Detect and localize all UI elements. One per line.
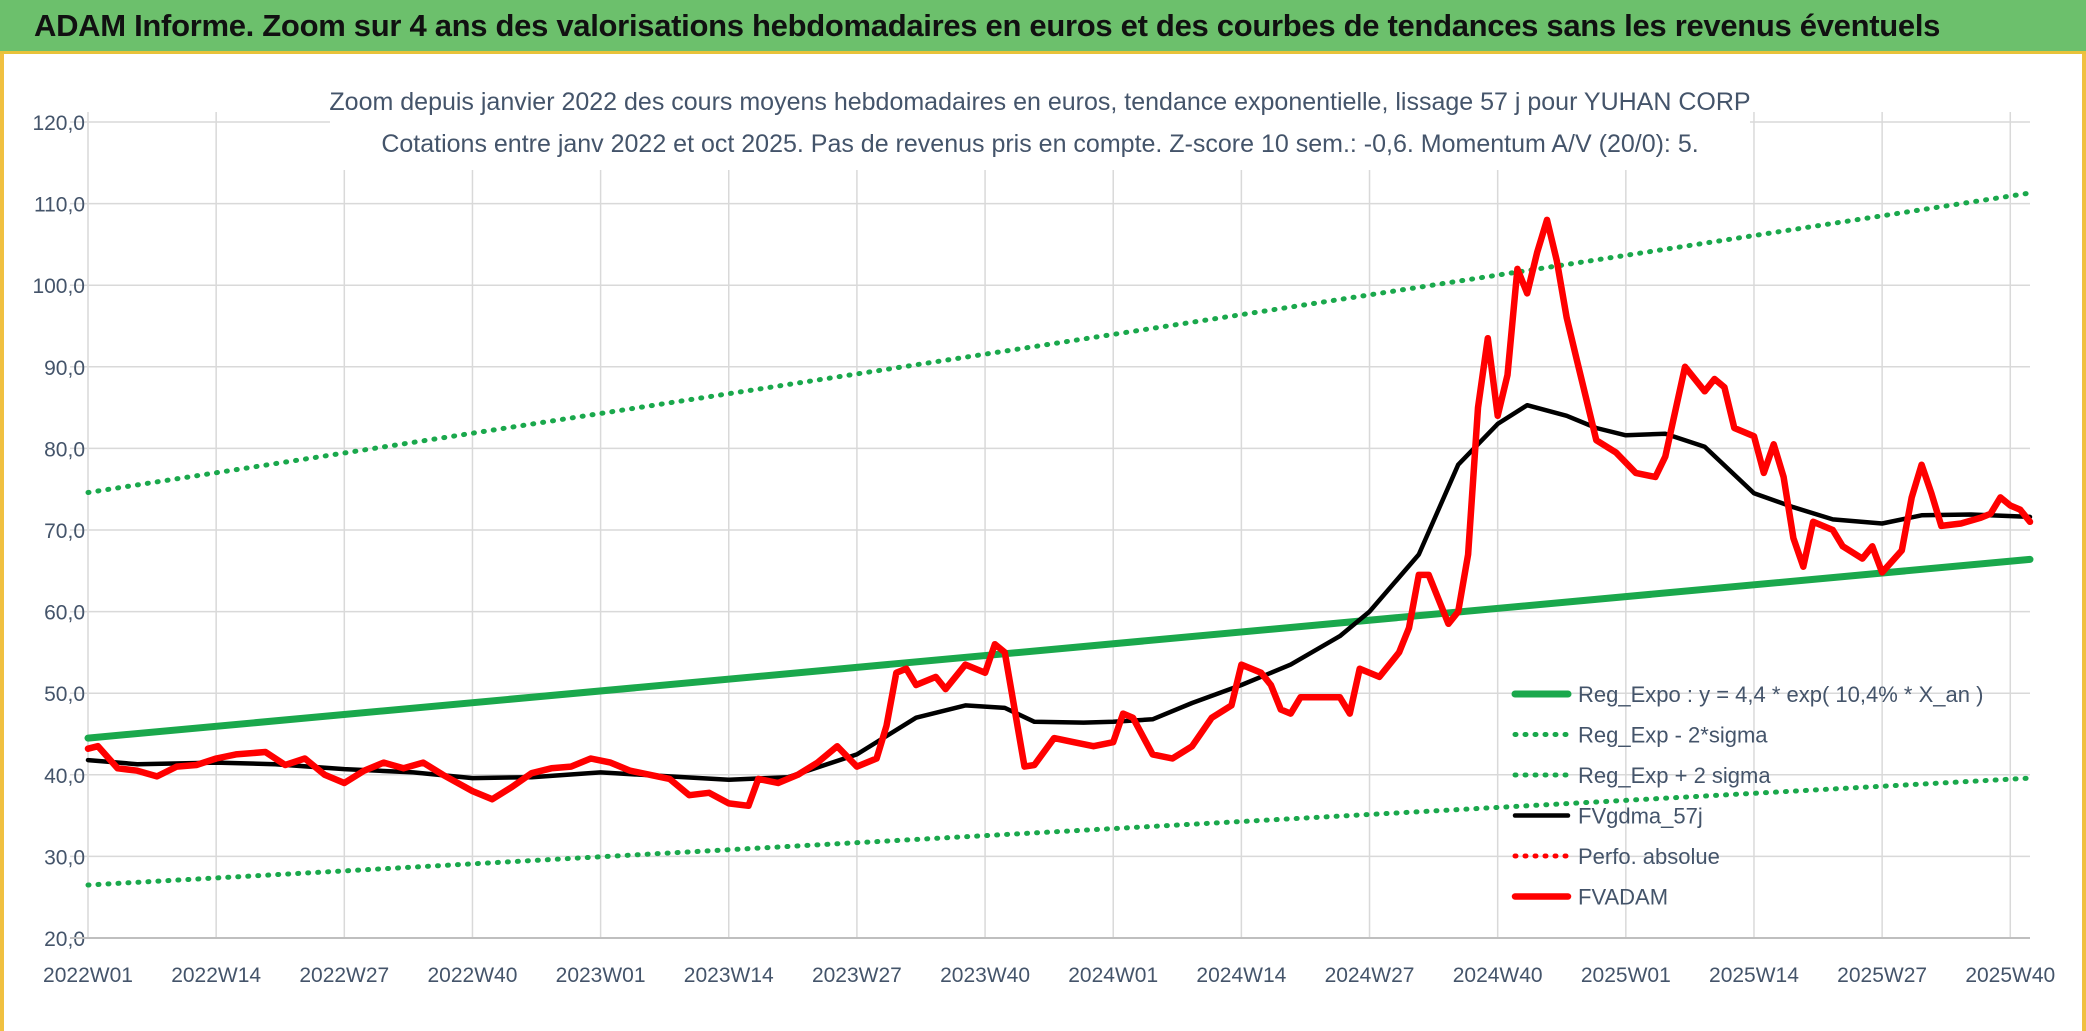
x-tick-label: 2023W40	[940, 964, 1030, 987]
y-tick-label: 110,0	[34, 194, 85, 217]
y-tick-label: 30,0	[44, 846, 85, 869]
x-tick-label: 2022W01	[43, 964, 133, 987]
chart-titles: Zoom depuis janvier 2022 des cours moyen…	[329, 78, 1751, 170]
y-axis: 20,0 30,0 40,0 50,0 60,0 70,0 80,0 90,0 100,0 110…	[32, 112, 85, 951]
y-tick-label: 120,0	[32, 112, 85, 135]
series-line-1	[84, 555, 2034, 742]
title-backdrop	[330, 78, 1750, 170]
x-tick-label: 2024W14	[1196, 964, 1286, 987]
chart-subtitle: Cotations entre janv 2022 et oct 2025. P…	[381, 130, 1698, 158]
x-axis: 2022W01 2022W14 2022W27 2022W40 2023W01 2023W…	[43, 937, 2055, 987]
x-tick-label: 2025W01	[1581, 964, 1671, 987]
x-tick-label: 2023W27	[812, 964, 902, 987]
series-line-2	[85, 775, 2033, 888]
series-line-3	[85, 190, 2033, 495]
x-tick-label: 2022W14	[171, 964, 261, 987]
x-tick-label: 2022W27	[299, 964, 389, 987]
series	[84, 190, 2034, 888]
x-tick-label: 2024W27	[1325, 964, 1415, 987]
y-tick-label: 40,0	[44, 765, 85, 788]
x-tick-label: 2025W14	[1709, 964, 1799, 987]
series-line-4	[85, 402, 2033, 782]
x-tick-label: 2022W40	[428, 964, 518, 987]
x-tick-label: 2024W40	[1453, 964, 1543, 987]
x-tick-label: 2025W27	[1837, 964, 1927, 987]
chart-frame	[0, 54, 2086, 1031]
y-tick-label: 20,0	[44, 928, 85, 951]
x-tick-label: 2023W14	[684, 964, 774, 987]
legend-label: FVgdma_57j	[1578, 804, 1703, 829]
y-tick-label: 60,0	[44, 602, 85, 625]
x-tick-label: 2023W01	[556, 964, 646, 987]
y-tick-label: 80,0	[44, 438, 85, 461]
legend: Reg_Expo : y = 4,4 * exp( 10,4% * X_an )…	[1511, 682, 1983, 910]
title-banner: ADAM Informe. Zoom sur 4 ans des valoris…	[0, 0, 2086, 54]
grid	[70, 112, 2030, 939]
banner-title: ADAM Informe. Zoom sur 4 ans des valoris…	[34, 8, 1941, 43]
series-line-6	[84, 216, 2034, 810]
legend-label: Perfo. absolue	[1578, 844, 1720, 869]
legend-label: Reg_Expo : y = 4,4 * exp( 10,4% * X_an )	[1578, 682, 1983, 707]
x-tick-label: 2025W40	[1965, 964, 2055, 987]
y-tick-label: 100,0	[32, 275, 85, 298]
x-tick-label: 2024W01	[1068, 964, 1158, 987]
y-tick-label: 90,0	[44, 357, 85, 380]
y-tick-label: 50,0	[44, 683, 85, 706]
y-tick-label: 70,0	[44, 520, 85, 543]
chart-title: Zoom depuis janvier 2022 des cours moyen…	[329, 88, 1750, 116]
legend-label: Reg_Exp - 2*sigma	[1578, 723, 1768, 748]
legend-label: FVADAM	[1578, 885, 1668, 910]
legend-label: Reg_Exp + 2 sigma	[1578, 763, 1771, 788]
